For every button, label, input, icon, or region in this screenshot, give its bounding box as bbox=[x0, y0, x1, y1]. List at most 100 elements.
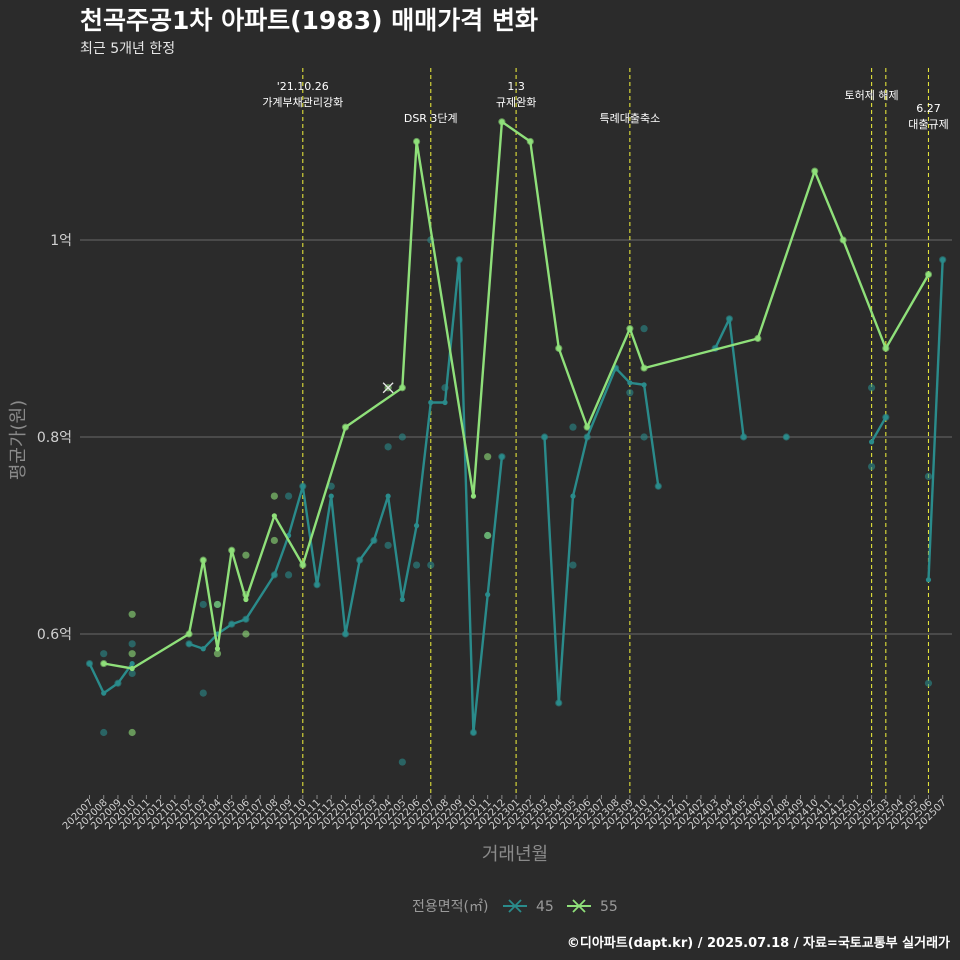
line-point-55 bbox=[627, 326, 633, 332]
line-point-45 bbox=[940, 257, 946, 263]
event-label: '21.10.26 bbox=[277, 80, 329, 93]
scatter-point-45 bbox=[128, 640, 136, 648]
line-point-55 bbox=[101, 660, 107, 667]
line-point-45 bbox=[186, 641, 192, 647]
line-point-45 bbox=[371, 537, 377, 544]
scatter-point-55 bbox=[270, 492, 278, 500]
scatter-point-55 bbox=[128, 650, 136, 658]
line-point-45 bbox=[442, 399, 448, 406]
x-axis-title: 거래년월 bbox=[482, 844, 548, 865]
series-lines bbox=[86, 119, 946, 736]
line-point-55 bbox=[840, 237, 846, 243]
line-point-45 bbox=[300, 483, 306, 489]
scatter-point-45 bbox=[924, 679, 933, 687]
scatter-point-55 bbox=[242, 551, 250, 559]
scatter-point-45 bbox=[199, 600, 207, 609]
scatter-point-55 bbox=[213, 650, 222, 658]
event-label: DSR 3단계 bbox=[404, 112, 458, 125]
line-point-55 bbox=[342, 424, 349, 430]
line-point-55 bbox=[925, 271, 932, 278]
line-point-45 bbox=[86, 660, 93, 667]
legend-swatch-cross-45 bbox=[508, 899, 522, 913]
y-tick-label: 1억 bbox=[50, 233, 72, 249]
line-point-45 bbox=[925, 577, 932, 583]
series-line-55 bbox=[103, 120, 930, 670]
line-point-55 bbox=[300, 562, 306, 568]
scatter-point-45 bbox=[569, 561, 577, 569]
line-point-45 bbox=[726, 316, 733, 322]
line-point-45 bbox=[499, 454, 505, 460]
line-point-45 bbox=[200, 646, 206, 652]
line-point-55 bbox=[641, 365, 647, 371]
chart-subtitle: 최근 5개년 한정 bbox=[80, 41, 175, 57]
scatter-point-45 bbox=[569, 423, 577, 431]
scatter-point-45 bbox=[924, 472, 933, 480]
line-point-45 bbox=[641, 382, 647, 388]
x-axis-ticks: 2020072020082020092020102020112020122021… bbox=[61, 795, 949, 832]
legend-items: 45 55 bbox=[503, 899, 618, 915]
line-point-45 bbox=[783, 434, 789, 440]
line-point-45 bbox=[883, 414, 889, 420]
line-point-55 bbox=[584, 424, 590, 430]
scatter-point-55 bbox=[213, 600, 222, 609]
scatter-point-45 bbox=[284, 492, 293, 500]
line-point-55 bbox=[556, 345, 562, 351]
line-point-45 bbox=[456, 257, 462, 263]
series-line-45 bbox=[927, 259, 944, 580]
scatter-point-45 bbox=[284, 571, 293, 579]
line-point-45 bbox=[115, 680, 121, 686]
scatter-point-45 bbox=[626, 389, 634, 397]
legend-label-55: 55 bbox=[600, 899, 618, 915]
line-point-45 bbox=[229, 621, 235, 627]
scatter-point-45 bbox=[384, 541, 392, 549]
line-point-45 bbox=[243, 616, 249, 622]
line-point-55 bbox=[883, 345, 889, 351]
scatter-point-45 bbox=[398, 758, 406, 766]
line-point-55 bbox=[413, 138, 420, 145]
line-point-55 bbox=[214, 646, 221, 652]
scatter-point-45 bbox=[398, 433, 406, 441]
line-point-45 bbox=[357, 557, 363, 563]
scatter-point-55 bbox=[484, 531, 492, 540]
line-point-55 bbox=[755, 335, 761, 342]
scatter-point-45 bbox=[868, 462, 876, 471]
scatter-point-45 bbox=[427, 561, 435, 569]
event-label: 규제완화 bbox=[496, 96, 536, 109]
line-point-45 bbox=[314, 582, 320, 588]
scatter-point-45 bbox=[100, 728, 108, 737]
line-point-55 bbox=[229, 547, 235, 553]
scatter-point-45 bbox=[100, 650, 108, 658]
scatter-point-55 bbox=[270, 536, 278, 545]
line-point-45 bbox=[470, 729, 477, 736]
series-line-45 bbox=[88, 662, 134, 695]
scatter-point-55 bbox=[484, 453, 492, 461]
scatter-point-45 bbox=[412, 561, 421, 569]
scatter-point-55 bbox=[242, 630, 250, 638]
line-point-45 bbox=[342, 631, 349, 637]
line-point-45 bbox=[584, 434, 590, 440]
event-label: 6.27 bbox=[916, 102, 941, 115]
line-point-45 bbox=[627, 380, 633, 386]
y-axis-title: 평균가(원) bbox=[8, 400, 29, 480]
chart-title: 천곡주공1차 아파트(1983) 매매가격 변화 bbox=[80, 6, 538, 35]
line-point-55 bbox=[271, 513, 277, 519]
line-point-45 bbox=[413, 523, 420, 529]
scatter-point-45 bbox=[868, 384, 876, 392]
line-point-55 bbox=[499, 119, 505, 125]
line-point-45 bbox=[556, 700, 562, 706]
scatter-point-45 bbox=[199, 689, 207, 697]
scatter-point-45 bbox=[128, 669, 136, 678]
line-point-45 bbox=[385, 493, 391, 499]
event-label: 토허제 해제 bbox=[845, 88, 899, 102]
series-line-45 bbox=[870, 416, 887, 443]
y-tick-label: 0.6억 bbox=[37, 627, 72, 643]
scatter-point-45 bbox=[640, 433, 648, 441]
scatter-point-55 bbox=[128, 728, 136, 737]
y-tick-label: 0.8억 bbox=[37, 430, 72, 446]
event-label: 대출규제 bbox=[908, 118, 948, 131]
line-point-45 bbox=[101, 690, 107, 696]
legend: 전용면적(㎡) 45 55 bbox=[412, 899, 618, 915]
